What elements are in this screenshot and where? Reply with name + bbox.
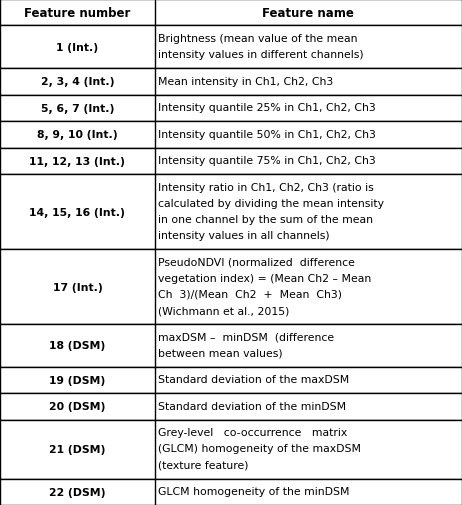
Text: 17 (Int.): 17 (Int.) xyxy=(53,282,102,292)
Text: 2, 3, 4 (Int.): 2, 3, 4 (Int.) xyxy=(41,77,114,87)
Text: intensity values in all channels): intensity values in all channels) xyxy=(158,231,330,241)
Text: between mean values): between mean values) xyxy=(158,348,283,358)
Text: Ch  3)/(Mean  Ch2  +  Mean  Ch3): Ch 3)/(Mean Ch2 + Mean Ch3) xyxy=(158,289,342,299)
Bar xyxy=(0,249,462,324)
Bar xyxy=(0,324,462,367)
Bar xyxy=(0,367,462,393)
Text: Intensity ratio in Ch1, Ch2, Ch3 (ratio is: Intensity ratio in Ch1, Ch2, Ch3 (ratio … xyxy=(158,182,374,192)
Bar xyxy=(0,69,462,95)
Text: maxDSM –  minDSM  (difference: maxDSM – minDSM (difference xyxy=(158,332,334,342)
Bar xyxy=(0,95,462,122)
Text: Intensity quantile 75% in Ch1, Ch2, Ch3: Intensity quantile 75% in Ch1, Ch2, Ch3 xyxy=(158,156,376,166)
Text: Intensity quantile 25% in Ch1, Ch2, Ch3: Intensity quantile 25% in Ch1, Ch2, Ch3 xyxy=(158,103,376,113)
Text: 20 (DSM): 20 (DSM) xyxy=(49,401,106,412)
Text: calculated by dividing the mean intensity: calculated by dividing the mean intensit… xyxy=(158,198,384,209)
Bar xyxy=(0,0,462,26)
Text: Brightness (mean value of the mean: Brightness (mean value of the mean xyxy=(158,34,358,44)
Text: Mean intensity in Ch1, Ch2, Ch3: Mean intensity in Ch1, Ch2, Ch3 xyxy=(158,77,334,86)
Text: 18 (DSM): 18 (DSM) xyxy=(49,341,105,350)
Bar xyxy=(0,148,462,175)
Text: Feature name: Feature name xyxy=(262,7,354,20)
Bar xyxy=(0,175,462,249)
Text: PseudoNDVI (normalized  difference: PseudoNDVI (normalized difference xyxy=(158,257,355,267)
Text: 11, 12, 13 (Int.): 11, 12, 13 (Int.) xyxy=(30,157,125,167)
Text: (Wichmann et al., 2015): (Wichmann et al., 2015) xyxy=(158,306,290,316)
Text: Intensity quantile 50% in Ch1, Ch2, Ch3: Intensity quantile 50% in Ch1, Ch2, Ch3 xyxy=(158,129,377,139)
Text: 14, 15, 16 (Int.): 14, 15, 16 (Int.) xyxy=(30,207,125,217)
Text: in one channel by the sum of the mean: in one channel by the sum of the mean xyxy=(158,215,373,225)
Text: 22 (DSM): 22 (DSM) xyxy=(49,487,106,497)
Text: vegetation index) = (Mean Ch2 – Mean: vegetation index) = (Mean Ch2 – Mean xyxy=(158,273,372,283)
Text: 8, 9, 10 (Int.): 8, 9, 10 (Int.) xyxy=(37,130,118,140)
Text: 21 (DSM): 21 (DSM) xyxy=(49,444,106,454)
Text: GLCM homogeneity of the minDSM: GLCM homogeneity of the minDSM xyxy=(158,486,350,496)
Text: Standard deviation of the maxDSM: Standard deviation of the maxDSM xyxy=(158,375,350,384)
Text: 5, 6, 7 (Int.): 5, 6, 7 (Int.) xyxy=(41,104,114,114)
Bar xyxy=(0,26,462,69)
Text: 1 (Int.): 1 (Int.) xyxy=(56,43,98,53)
Text: Grey-level   co-occurrence   matrix: Grey-level co-occurrence matrix xyxy=(158,427,348,437)
Text: (GLCM) homogeneity of the maxDSM: (GLCM) homogeneity of the maxDSM xyxy=(158,443,361,453)
Bar xyxy=(0,393,462,420)
Bar xyxy=(0,122,462,148)
Text: (texture feature): (texture feature) xyxy=(158,460,249,470)
Text: Standard deviation of the minDSM: Standard deviation of the minDSM xyxy=(158,401,346,411)
Text: Feature number: Feature number xyxy=(24,7,131,20)
Text: 19 (DSM): 19 (DSM) xyxy=(49,375,105,385)
Bar xyxy=(0,420,462,479)
Bar xyxy=(0,479,462,505)
Text: intensity values in different channels): intensity values in different channels) xyxy=(158,50,364,60)
